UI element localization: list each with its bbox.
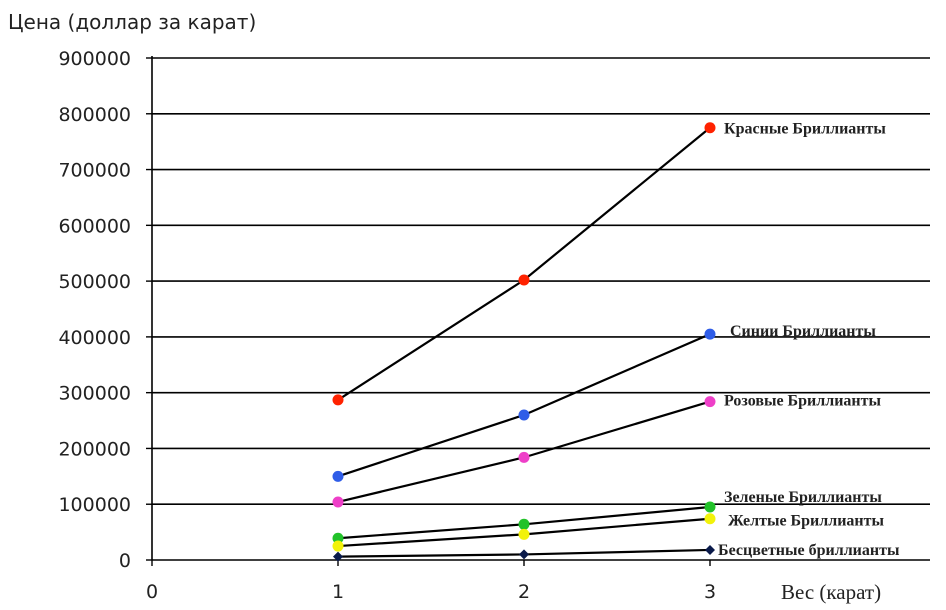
data-point xyxy=(332,532,344,544)
data-point xyxy=(704,501,716,513)
y-tick-label: 100000 xyxy=(58,494,131,516)
y-axis-title: Цена (доллар за карат) xyxy=(8,10,257,34)
x-tick-label: 2 xyxy=(518,581,530,603)
data-point xyxy=(333,551,343,562)
x-axis-title: Вес (карат) xyxy=(781,580,882,604)
data-point xyxy=(332,470,344,482)
series-label: Красные Бриллианты xyxy=(724,121,886,138)
data-point xyxy=(704,396,716,408)
data-point xyxy=(704,513,716,525)
data-point xyxy=(518,451,530,463)
y-tick-label: 900000 xyxy=(58,48,131,70)
data-point xyxy=(332,394,344,406)
y-tick-label: 400000 xyxy=(58,327,131,349)
data-point xyxy=(332,496,344,508)
series-label: Бесцветные бриллианты xyxy=(718,542,900,559)
series-label: Желтые Бриллианты xyxy=(728,513,884,530)
data-point xyxy=(704,328,716,340)
data-point xyxy=(518,518,530,530)
y-tick-label: 0 xyxy=(119,550,131,572)
x-tick-label: 3 xyxy=(704,581,716,603)
x-tick-label: 1 xyxy=(332,581,344,603)
y-tick-label: 700000 xyxy=(58,160,131,182)
y-tick-label: 200000 xyxy=(58,438,131,460)
series-label: Синии Бриллианты xyxy=(730,323,876,340)
data-point xyxy=(518,409,530,421)
y-tick-label: 800000 xyxy=(58,104,131,126)
y-tick-label: 600000 xyxy=(58,215,131,237)
data-point xyxy=(518,528,530,540)
data-point xyxy=(332,540,344,552)
data-point xyxy=(518,274,530,286)
x-tick-label: 0 xyxy=(146,581,158,603)
data-point xyxy=(519,549,529,560)
data-point xyxy=(704,122,716,134)
y-tick-label: 500000 xyxy=(58,271,131,293)
y-tick-label: 300000 xyxy=(58,383,131,405)
series-label: Зеленые Бриллианты xyxy=(724,489,882,506)
data-point xyxy=(705,544,715,555)
series-label: Розовые Бриллианты xyxy=(724,393,881,410)
